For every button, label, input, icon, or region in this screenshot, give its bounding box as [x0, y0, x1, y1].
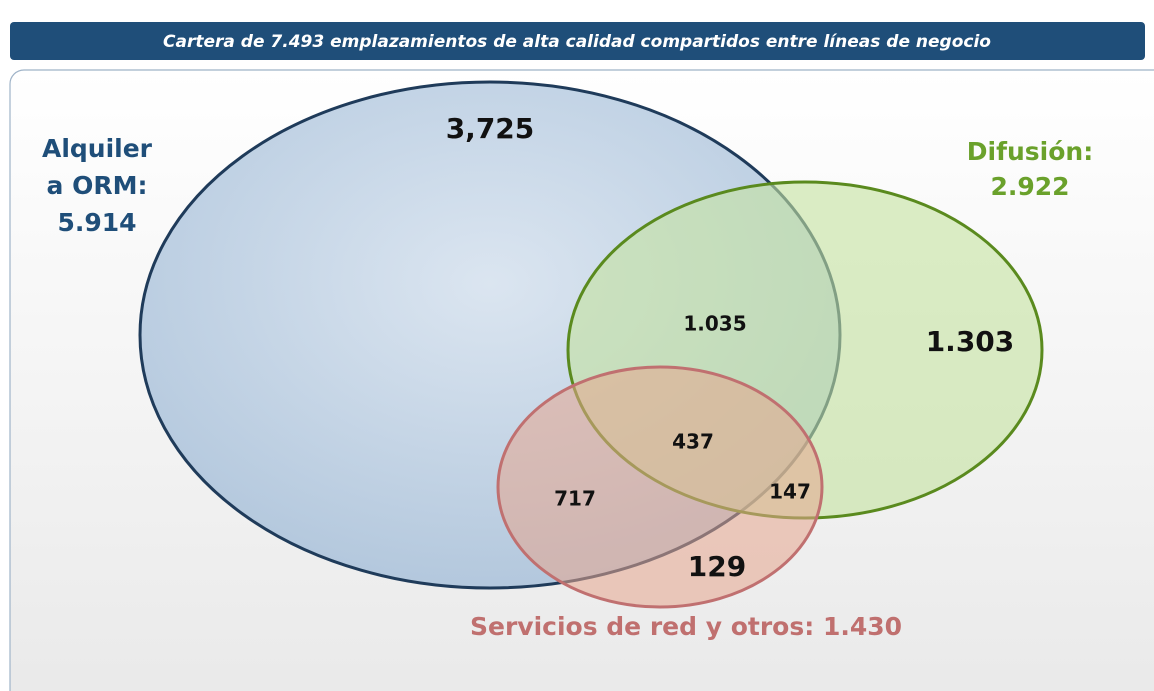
- set-label-orm: Alquiler a ORM: 5.914: [42, 134, 153, 237]
- set-label-line: a ORM:: [47, 171, 148, 200]
- set-label-line: 2.922: [990, 172, 1069, 201]
- set-label-line: Alquiler: [42, 134, 153, 163]
- page: Cartera de 7.493 emplazamientos de alta …: [0, 0, 1154, 691]
- region-value: 437: [672, 430, 714, 454]
- set-label-line: 5.914: [57, 208, 136, 237]
- header-title: Cartera de 7.493 emplazamientos de alta …: [163, 32, 991, 52]
- set-label-servicios: Servicios de red y otros: 1.430: [470, 612, 902, 641]
- region-value: 147: [769, 480, 811, 504]
- region-value: 1.035: [683, 312, 746, 336]
- region-value: 717: [554, 487, 596, 511]
- region-value: 3,725: [446, 112, 535, 145]
- region-value: 1.303: [926, 325, 1015, 358]
- set-label-line: Difusión:: [967, 137, 1093, 166]
- diagram: Cartera de 7.493 emplazamientos de alta …: [0, 0, 1154, 691]
- region-value: 129: [688, 550, 746, 583]
